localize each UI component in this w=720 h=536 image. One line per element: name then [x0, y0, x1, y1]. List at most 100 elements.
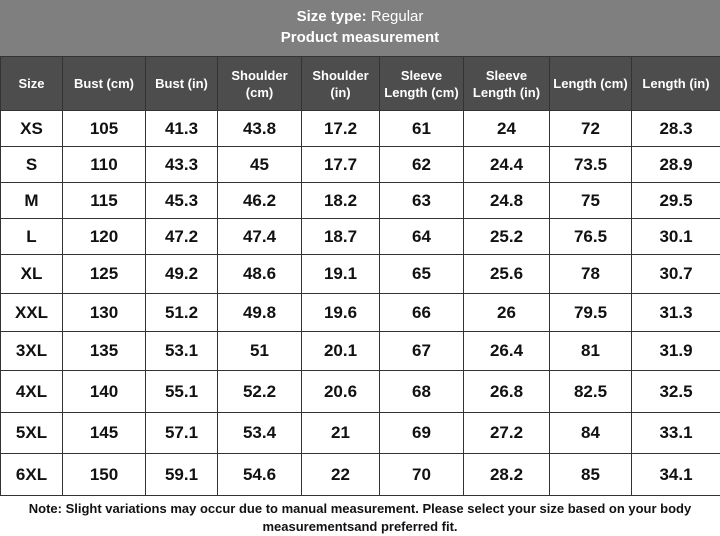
table-row: L 120 47.2 47.4 18.7 64 25.2 76.5 30.1 — [0, 218, 720, 255]
size-cell: XXL — [0, 293, 63, 332]
measurement-cell: 47.2 — [145, 218, 218, 255]
table-row: M 115 45.3 46.2 18.2 63 24.8 75 29.5 — [0, 182, 720, 219]
measurement-cell: 41.3 — [145, 110, 218, 147]
measurement-cell: 82.5 — [549, 370, 632, 413]
table-row: XS 105 41.3 43.8 17.2 61 24 72 28.3 — [0, 110, 720, 147]
measurement-cell: 24.8 — [463, 182, 550, 219]
measurement-cell: 24.4 — [463, 146, 550, 183]
measurement-cell: 66 — [379, 293, 464, 332]
title-band: Size type: Regular Product measurement — [0, 0, 720, 57]
col-bust-cm: Bust (cm) — [62, 56, 146, 111]
measurement-cell: 52.2 — [217, 370, 302, 413]
measurement-cell: 30.1 — [631, 218, 720, 255]
measurement-cell: 67 — [379, 331, 464, 371]
measurement-cell: 81 — [549, 331, 632, 371]
col-sleeve-in: Sleeve Length (in) — [463, 56, 550, 111]
measurement-cell: 34.1 — [631, 453, 720, 496]
measurement-cell: 63 — [379, 182, 464, 219]
size-type-label: Size type: — [296, 8, 367, 25]
measurement-cell: 53.1 — [145, 331, 218, 371]
measurement-cell: 70 — [379, 453, 464, 496]
measurement-cell: 115 — [62, 182, 146, 219]
measurement-cell: 31.9 — [631, 331, 720, 371]
size-table: Size Bust (cm) Bust (in) Shoulder (cm) S… — [0, 56, 720, 496]
table-body: XS 105 41.3 43.8 17.2 61 24 72 28.3 S 110 43.3 45 17.… — [0, 110, 720, 496]
measurement-cell: 75 — [549, 182, 632, 219]
measurement-cell: 62 — [379, 146, 464, 183]
measurement-cell: 17.7 — [301, 146, 380, 183]
measurement-cell: 45.3 — [145, 182, 218, 219]
measurement-cell: 54.6 — [217, 453, 302, 496]
measurement-cell: 28.9 — [631, 146, 720, 183]
measurement-cell: 19.1 — [301, 254, 380, 294]
table-row: 3XL 135 53.1 51 20.1 67 26.4 81 31.9 — [0, 331, 720, 371]
size-type-value: Regular — [370, 8, 424, 25]
measurement-cell: 21 — [301, 412, 380, 454]
table-row: 5XL 145 57.1 53.4 21 69 27.2 84 33.1 — [0, 412, 720, 454]
size-cell: M — [0, 182, 63, 219]
measurement-cell: 26 — [463, 293, 550, 332]
measurement-cell: 130 — [62, 293, 146, 332]
table-row: XXL 130 51.2 49.8 19.6 66 26 79.5 31.3 — [0, 293, 720, 332]
measurement-cell: 48.6 — [217, 254, 302, 294]
measurement-note: Note: Slight variations may occur due to… — [0, 495, 720, 536]
col-shoulder-cm: Shoulder (cm) — [217, 56, 302, 111]
measurement-cell: 28.3 — [631, 110, 720, 147]
measurement-cell: 43.8 — [217, 110, 302, 147]
measurement-cell: 30.7 — [631, 254, 720, 294]
measurement-cell: 17.2 — [301, 110, 380, 147]
measurement-cell: 33.1 — [631, 412, 720, 454]
measurement-cell: 65 — [379, 254, 464, 294]
measurement-cell: 140 — [62, 370, 146, 413]
measurement-cell: 45 — [217, 146, 302, 183]
measurement-cell: 120 — [62, 218, 146, 255]
size-cell: L — [0, 218, 63, 255]
measurement-cell: 32.5 — [631, 370, 720, 413]
measurement-cell: 84 — [549, 412, 632, 454]
measurement-cell: 26.8 — [463, 370, 550, 413]
table-row: 6XL 150 59.1 54.6 22 70 28.2 85 34.1 — [0, 453, 720, 496]
measurement-cell: 64 — [379, 218, 464, 255]
col-length-in: Length (in) — [631, 56, 720, 111]
measurement-cell: 150 — [62, 453, 146, 496]
measurement-cell: 85 — [549, 453, 632, 496]
size-cell: 5XL — [0, 412, 63, 454]
measurement-cell: 47.4 — [217, 218, 302, 255]
measurement-cell: 55.1 — [145, 370, 218, 413]
measurement-cell: 73.5 — [549, 146, 632, 183]
measurement-cell: 46.2 — [217, 182, 302, 219]
measurement-cell: 76.5 — [549, 218, 632, 255]
measurement-cell: 20.1 — [301, 331, 380, 371]
measurement-cell: 57.1 — [145, 412, 218, 454]
measurement-cell: 19.6 — [301, 293, 380, 332]
table-subtitle: Product measurement — [280, 29, 440, 46]
measurement-cell: 51 — [217, 331, 302, 371]
measurement-cell: 22 — [301, 453, 380, 496]
size-cell: XS — [0, 110, 63, 147]
measurement-cell: 110 — [62, 146, 146, 183]
measurement-cell: 26.4 — [463, 331, 550, 371]
measurement-cell: 20.6 — [301, 370, 380, 413]
col-sleeve-cm: Sleeve Length (cm) — [379, 56, 464, 111]
col-shoulder-in: Shoulder (in) — [301, 56, 380, 111]
table-row: S 110 43.3 45 17.7 62 24.4 73.5 28.9 — [0, 146, 720, 183]
size-type-line: Size type: Regular — [0, 7, 720, 27]
measurement-cell: 18.7 — [301, 218, 380, 255]
col-bust-in: Bust (in) — [145, 56, 218, 111]
measurement-cell: 27.2 — [463, 412, 550, 454]
measurement-cell: 25.2 — [463, 218, 550, 255]
measurement-cell: 28.2 — [463, 453, 550, 496]
measurement-cell: 79.5 — [549, 293, 632, 332]
measurement-cell: 69 — [379, 412, 464, 454]
table-row: XL 125 49.2 48.6 19.1 65 25.6 78 30.7 — [0, 254, 720, 294]
measurement-cell: 49.8 — [217, 293, 302, 332]
measurement-cell: 43.3 — [145, 146, 218, 183]
measurement-cell: 51.2 — [145, 293, 218, 332]
measurement-cell: 25.6 — [463, 254, 550, 294]
measurement-cell: 78 — [549, 254, 632, 294]
measurement-cell: 29.5 — [631, 182, 720, 219]
size-cell: XL — [0, 254, 63, 294]
measurement-cell: 18.2 — [301, 182, 380, 219]
measurement-cell: 135 — [62, 331, 146, 371]
